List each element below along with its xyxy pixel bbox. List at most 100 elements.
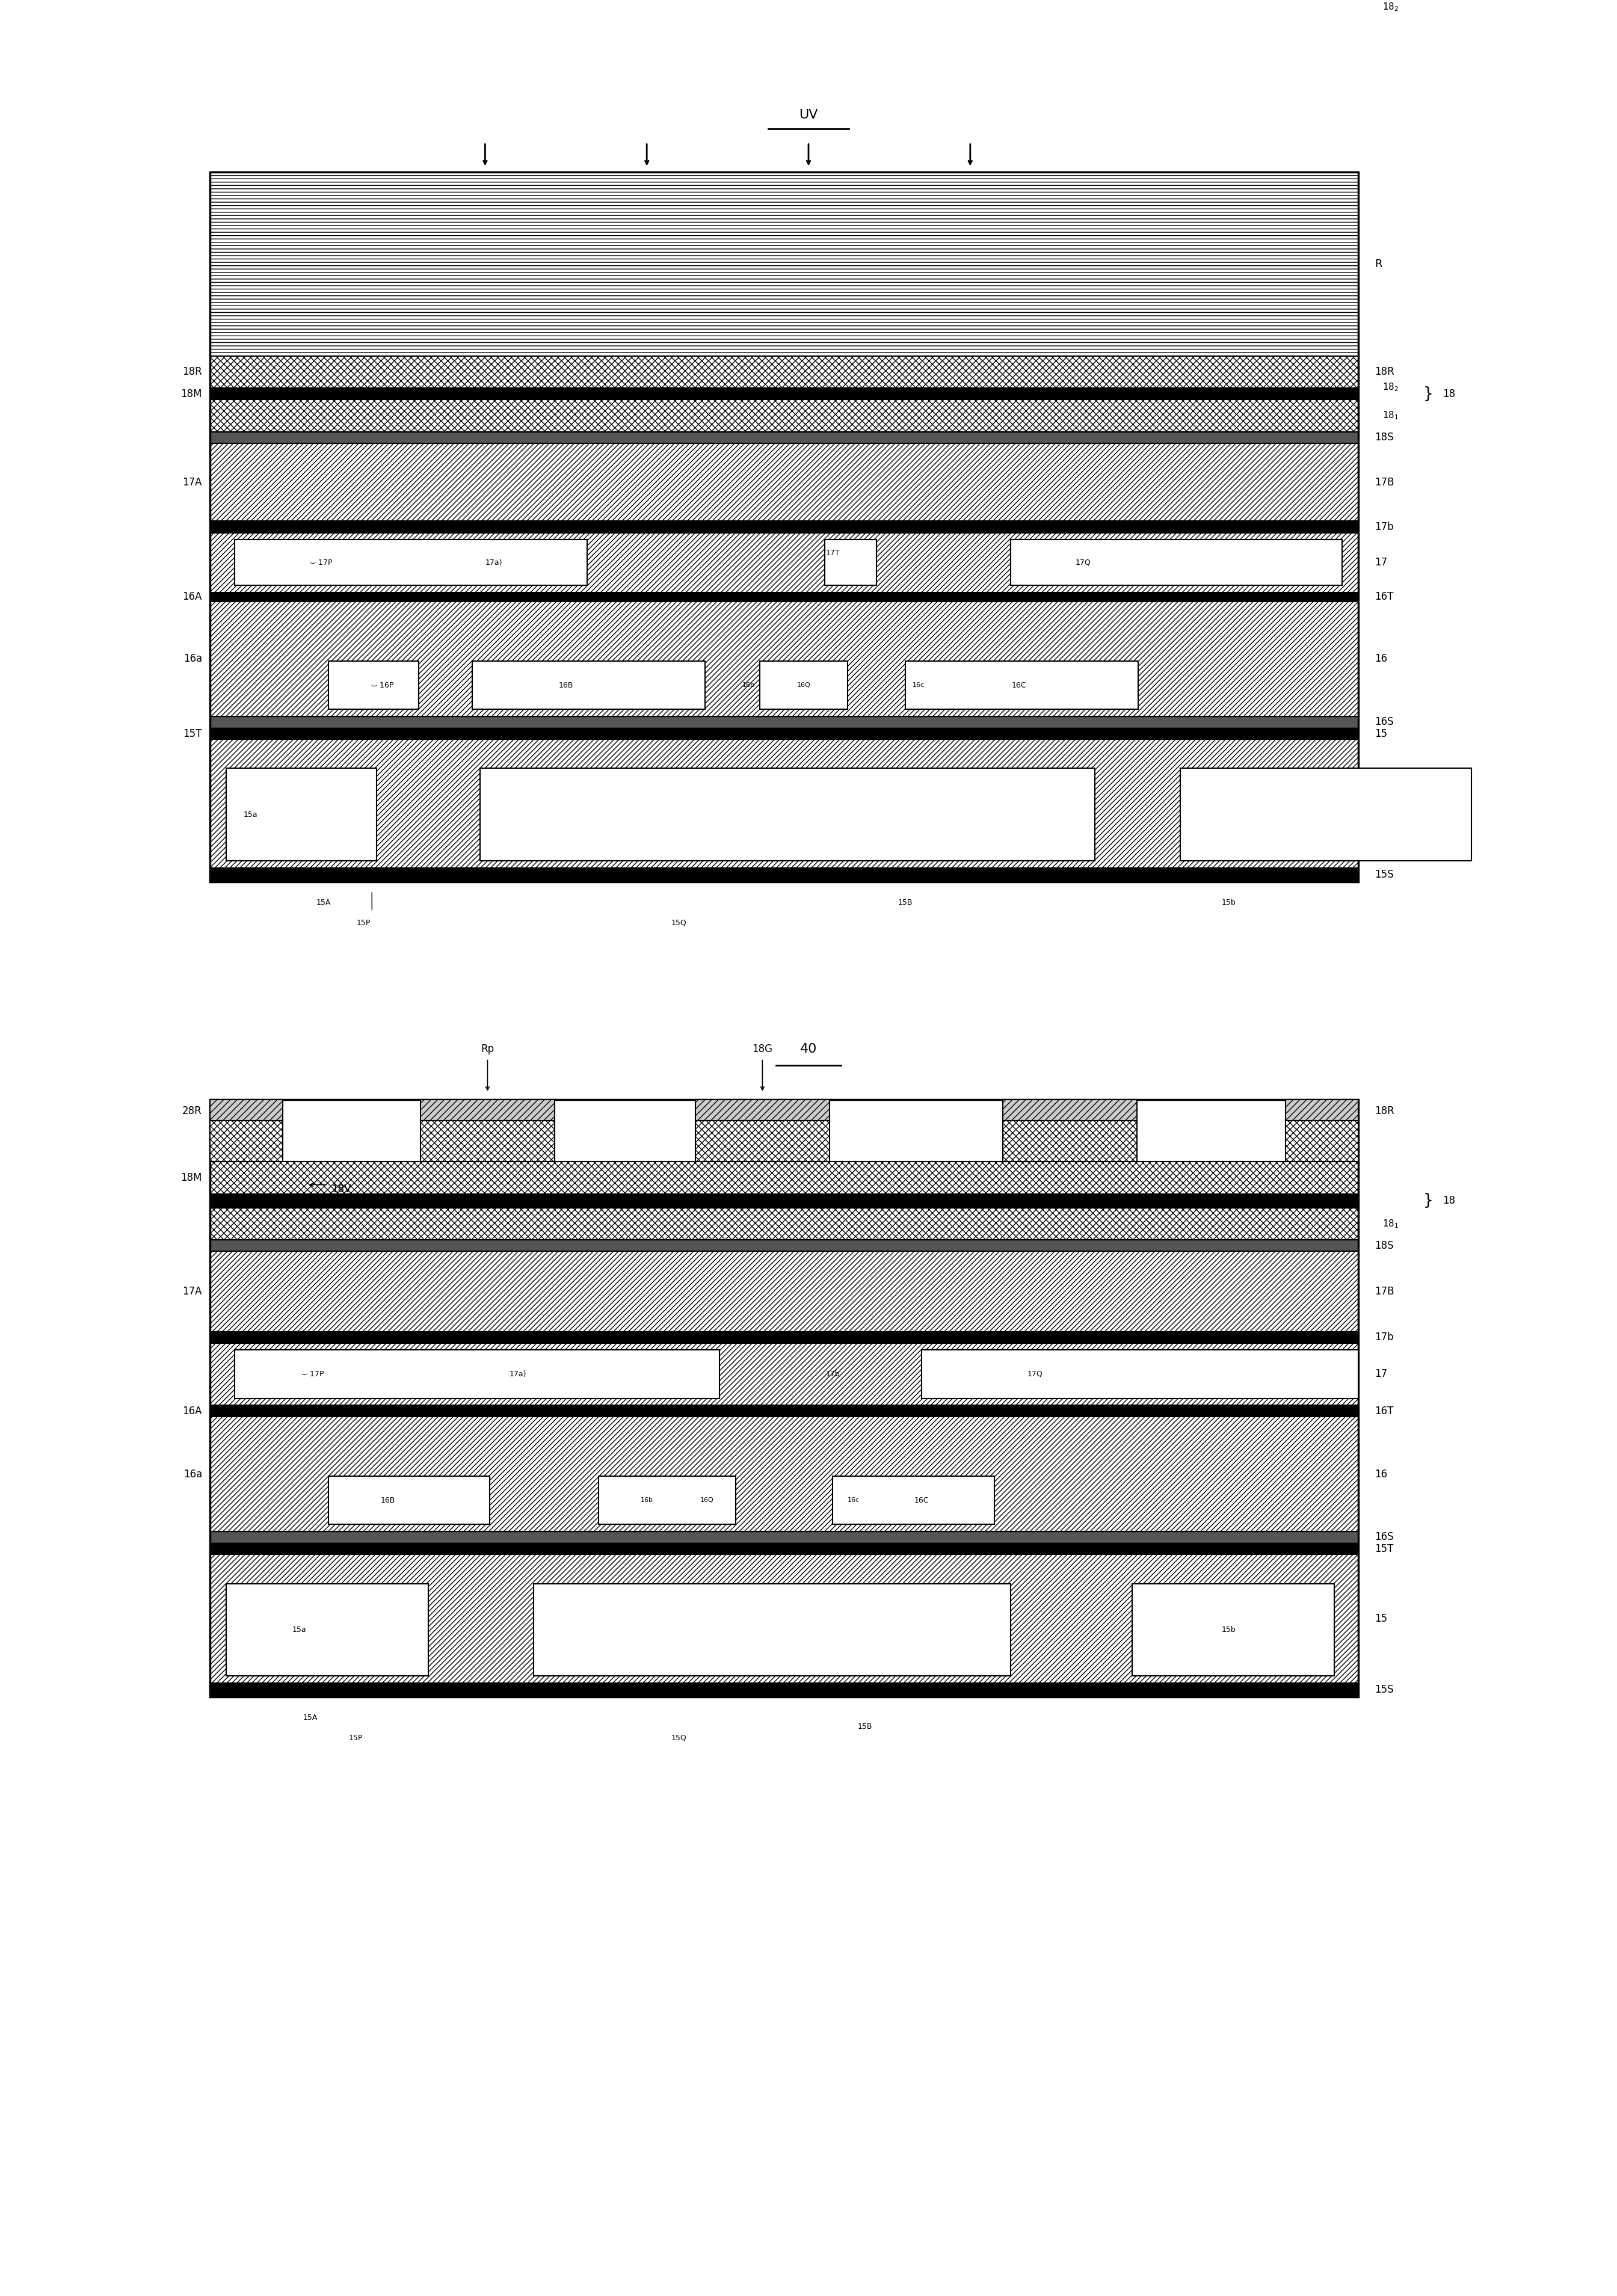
Bar (1286, 1120, 1358, 1162)
Text: 18: 18 (1442, 1196, 1455, 1205)
Text: 15A: 15A (315, 898, 331, 907)
Text: 16Q: 16Q (700, 1497, 713, 1504)
Text: 17b: 17b (1374, 521, 1394, 533)
Text: 15a: 15a (244, 810, 257, 820)
Text: 15P: 15P (349, 1733, 362, 1743)
Text: 17: 17 (1374, 558, 1387, 567)
Text: 16a: 16a (183, 1469, 202, 1479)
Bar (906, 661, 1138, 709)
Text: 17a): 17a) (509, 1371, 527, 1378)
Text: 15P: 15P (357, 918, 370, 928)
Bar (695, 1120, 830, 1162)
Text: R: R (1374, 259, 1383, 269)
Bar (480, 769, 1095, 861)
Bar (472, 661, 705, 709)
Bar (234, 1350, 720, 1398)
Text: 17a): 17a) (485, 558, 503, 567)
Bar (1132, 1584, 1334, 1676)
Bar (1286, 1100, 1358, 1120)
Bar (210, 1120, 283, 1162)
Text: 15: 15 (1374, 728, 1387, 739)
Text: 15B: 15B (857, 1722, 873, 1731)
Text: 17Q: 17Q (1027, 1371, 1043, 1378)
Bar (210, 602, 1358, 716)
Text: 15A: 15A (302, 1713, 319, 1722)
Text: 18$_2$: 18$_2$ (1383, 2, 1399, 11)
Text: 18M: 18M (181, 388, 202, 400)
Bar (210, 1343, 1358, 1405)
Bar (1011, 540, 1342, 585)
Bar (210, 356, 1358, 388)
Text: 15b: 15b (1222, 1626, 1235, 1635)
Bar (695, 1100, 830, 1120)
Text: }: } (1423, 386, 1433, 402)
Bar (328, 1476, 490, 1525)
Bar (210, 1683, 1358, 1697)
Text: }: } (1423, 1194, 1433, 1208)
Text: 15B: 15B (897, 898, 914, 907)
Text: 17A: 17A (183, 478, 202, 487)
Text: 16c: 16c (847, 1497, 860, 1504)
Bar (210, 172, 1358, 882)
Text: 16: 16 (1374, 654, 1387, 664)
Bar (210, 1100, 283, 1120)
Bar (210, 1554, 1358, 1683)
Bar (534, 1584, 1011, 1676)
Bar (210, 1240, 1358, 1251)
Text: 16Q: 16Q (797, 682, 810, 689)
Text: 16b: 16b (640, 1497, 653, 1504)
Text: 17: 17 (1374, 1368, 1387, 1380)
Text: 18R: 18R (1374, 367, 1394, 377)
Text: 17Q: 17Q (1075, 558, 1091, 567)
Text: 17A: 17A (183, 1286, 202, 1297)
Bar (210, 1332, 1358, 1343)
Text: 15Q: 15Q (671, 1733, 687, 1743)
Bar (1003, 1120, 1137, 1162)
Bar (234, 540, 587, 585)
Text: 16C: 16C (914, 1497, 930, 1504)
Bar (210, 1405, 1358, 1417)
Bar (210, 172, 1358, 356)
Text: 18R: 18R (1374, 1107, 1394, 1116)
Bar (210, 592, 1358, 602)
Text: $\smile$17P: $\smile$17P (307, 558, 333, 567)
Bar (210, 521, 1358, 533)
Text: 18G: 18G (752, 1045, 773, 1054)
Bar (210, 1194, 1358, 1208)
Bar (210, 432, 1358, 443)
Text: 15S: 15S (1374, 1685, 1394, 1694)
Text: 18R: 18R (183, 367, 202, 377)
Bar (833, 1476, 994, 1525)
Bar (1003, 1100, 1137, 1120)
Text: 16B: 16B (558, 682, 574, 689)
Bar (210, 1417, 1358, 1531)
Text: 18M: 18M (181, 1173, 202, 1182)
Bar (210, 1208, 1358, 1240)
Bar (328, 661, 419, 709)
Text: Rp: Rp (480, 1045, 495, 1054)
Bar (825, 540, 876, 585)
Text: 28R: 28R (183, 1107, 202, 1116)
Text: $\smile$16P: $\smile$16P (369, 682, 395, 689)
Bar (210, 1100, 1358, 1697)
Text: 16A: 16A (183, 592, 202, 602)
Text: $\smile$17P: $\smile$17P (299, 1371, 325, 1378)
Text: 40: 40 (800, 1042, 817, 1056)
Bar (210, 443, 1358, 521)
Text: 18$_1$: 18$_1$ (1383, 411, 1399, 420)
Bar (922, 1350, 1358, 1398)
Bar (226, 1584, 429, 1676)
Text: 16B: 16B (380, 1497, 396, 1504)
Text: 16b: 16b (742, 682, 755, 689)
Text: 17B: 17B (1374, 478, 1394, 487)
Text: UV: UV (799, 108, 818, 122)
Text: 15T: 15T (1374, 1543, 1394, 1554)
Bar (226, 769, 377, 861)
Text: 16S: 16S (1374, 716, 1394, 728)
Text: 18: 18 (1442, 388, 1455, 400)
Bar (210, 728, 1358, 739)
Text: 18S: 18S (1374, 432, 1394, 443)
Bar (210, 1531, 1358, 1543)
Text: 15S: 15S (1374, 870, 1394, 879)
Bar (1180, 769, 1471, 861)
